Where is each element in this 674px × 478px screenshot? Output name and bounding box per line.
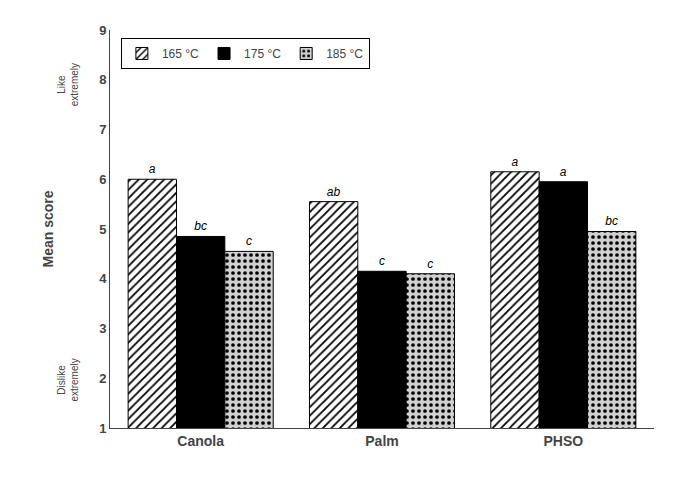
svg-text:bc: bc xyxy=(194,219,207,233)
svg-text:2: 2 xyxy=(99,371,106,386)
svg-text:6: 6 xyxy=(99,172,106,187)
svg-text:Canola: Canola xyxy=(177,433,224,449)
svg-text:c: c xyxy=(427,257,433,271)
svg-text:bc: bc xyxy=(605,214,618,228)
svg-text:4: 4 xyxy=(99,271,107,286)
svg-text:Likeextremely: Likeextremely xyxy=(56,63,80,106)
svg-text:175 °C: 175 °C xyxy=(244,47,281,61)
svg-text:Dislikeextremely: Dislikeextremely xyxy=(56,358,80,401)
svg-text:a: a xyxy=(560,165,567,179)
svg-text:8: 8 xyxy=(99,72,106,87)
svg-text:185 °C: 185 °C xyxy=(326,47,363,61)
svg-text:3: 3 xyxy=(99,321,106,336)
svg-text:Palm: Palm xyxy=(365,433,398,449)
svg-text:9: 9 xyxy=(99,23,106,38)
svg-text:PHSO: PHSO xyxy=(543,433,583,449)
svg-text:1: 1 xyxy=(99,421,106,436)
svg-text:7: 7 xyxy=(99,122,106,137)
svg-text:5: 5 xyxy=(99,222,106,237)
svg-text:a: a xyxy=(511,155,518,169)
svg-text:c: c xyxy=(379,254,385,268)
svg-text:c: c xyxy=(246,234,252,248)
svg-text:165 °C: 165 °C xyxy=(162,47,199,61)
svg-text:Mean score: Mean score xyxy=(40,190,56,267)
svg-text:ab: ab xyxy=(327,185,341,199)
svg-text:a: a xyxy=(149,162,156,176)
